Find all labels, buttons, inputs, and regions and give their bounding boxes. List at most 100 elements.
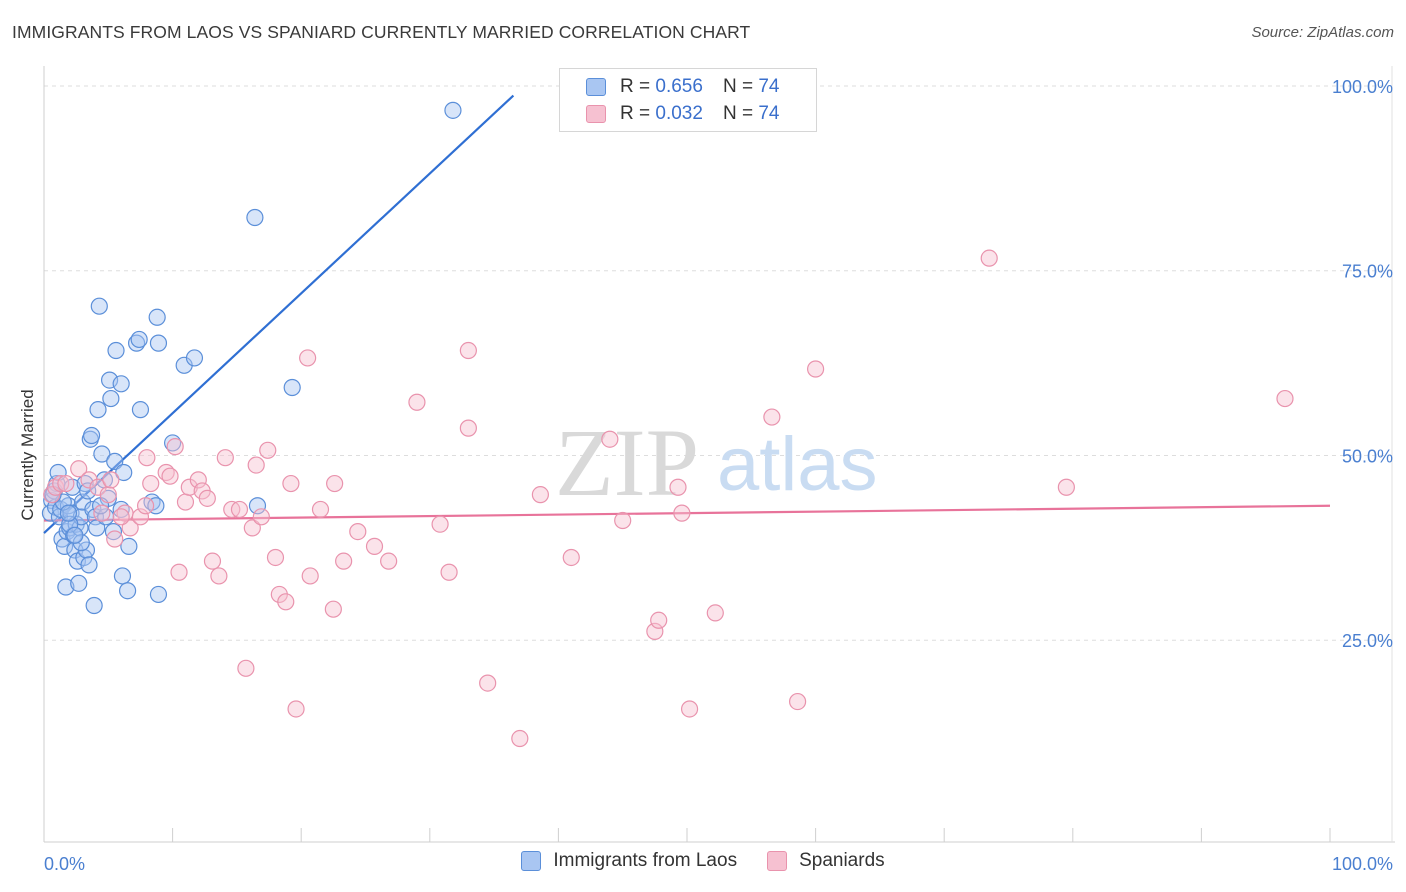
source-label: Source: ZipAtlas.com: [1251, 24, 1394, 41]
y-tick-label: 75.0%: [1342, 262, 1393, 282]
spaniards-point: [166, 438, 184, 456]
y-tick-label: 50.0%: [1342, 446, 1393, 466]
laos-legend-swatch: [521, 851, 542, 871]
laos-point: [130, 330, 148, 349]
series-legend: Immigrants from Laos Spaniards: [0, 850, 1406, 872]
grid-lines: [44, 85, 1392, 641]
spaniards-n-value: 74: [758, 103, 780, 124]
spaniards-point: [299, 349, 317, 367]
x-tick-label: 100.0%: [1332, 854, 1393, 874]
spaniards-point: [562, 548, 580, 567]
spaniards-point: [198, 489, 216, 507]
spaniards-legend-swatch: [767, 851, 788, 871]
spaniards-point: [479, 674, 497, 692]
laos-point: [82, 426, 101, 445]
laos-point: [102, 389, 120, 408]
spaniards-point: [680, 700, 699, 718]
laos-point: [283, 378, 301, 397]
spaniards-point: [788, 692, 807, 711]
laos-point: [246, 208, 264, 227]
spaniards-point: [247, 456, 265, 474]
spaniards-point: [706, 604, 724, 622]
spaniards-point: [282, 474, 300, 493]
laos-point: [80, 556, 98, 574]
watermark-atlas: atlas: [717, 422, 878, 507]
legend-item-laos[interactable]: Immigrants from Laos: [521, 850, 737, 872]
laos-point: [55, 537, 74, 555]
spaniards-n-label: N =: [722, 103, 754, 124]
y-axis-label: Currently Married: [18, 389, 37, 520]
spaniards-point: [230, 500, 249, 519]
spaniards-point: [93, 504, 111, 522]
spaniards-point: [380, 552, 398, 570]
spaniards-point: [806, 360, 825, 378]
laos-n-label: N =: [722, 76, 754, 97]
spaniards-point: [614, 511, 632, 530]
legend-row-laos: R = 0.656 N = 74: [586, 75, 779, 99]
legend-row-spaniards: R = 0.032 N = 74: [586, 102, 779, 126]
spaniards-point: [646, 622, 664, 640]
spaniards-swatch: [586, 105, 606, 123]
spaniards-point: [277, 593, 295, 611]
spaniards-point: [70, 460, 88, 478]
spaniards-point: [210, 567, 228, 585]
spaniards-point: [287, 700, 305, 718]
laos-point: [113, 567, 132, 585]
laos-r-value: 0.656: [655, 76, 703, 97]
spaniards-point: [52, 474, 70, 493]
laos-point: [106, 452, 124, 470]
legend-item-spaniards[interactable]: Spaniards: [767, 850, 885, 872]
y-tick-label: 25.0%: [1342, 631, 1393, 651]
laos-n-value: 74: [758, 76, 780, 97]
spaniards-point: [1276, 389, 1294, 408]
spaniards-point: [459, 419, 477, 437]
spaniards-point: [601, 430, 619, 448]
spaniards-point: [131, 508, 150, 526]
spaniards-point: [252, 508, 270, 526]
watermark: ZIP atlas: [555, 409, 878, 516]
laos-point: [112, 375, 130, 393]
spaniards-point: [301, 567, 319, 585]
spaniards-point: [170, 563, 188, 581]
spaniards-point: [669, 478, 687, 496]
spaniards-point: [324, 600, 342, 618]
spaniards-point: [121, 519, 139, 537]
spaniards-point: [106, 530, 124, 548]
spaniards-point: [531, 486, 549, 504]
laos-legend-label: Immigrants from Laos: [553, 850, 738, 871]
stats-legend: R = 0.656 N = 74 R = 0.032 N = 74: [559, 68, 817, 132]
laos-point: [70, 574, 88, 592]
spaniards-point: [440, 563, 458, 581]
spaniards-point: [142, 474, 160, 493]
laos-point: [444, 101, 462, 119]
spaniards-trend-line: [43, 504, 1331, 522]
spaniards-point: [138, 449, 156, 467]
spaniards-point: [112, 508, 130, 526]
laos-point: [131, 401, 150, 419]
laos-point: [149, 585, 168, 604]
laos-point: [107, 341, 125, 360]
laos-r-label: R =: [620, 76, 651, 97]
axes: [43, 66, 1395, 843]
laos-point: [248, 497, 267, 515]
spaniards-point: [243, 519, 261, 537]
laos-point: [118, 582, 137, 600]
laos-point: [120, 537, 138, 555]
spaniards-point: [161, 467, 179, 485]
spaniards-point: [259, 441, 277, 459]
spaniards-point: [763, 408, 781, 426]
spaniards-point: [57, 474, 75, 493]
spaniards-point: [189, 471, 207, 489]
tick-labels: 25.0% 50.0% 75.0% 100.0% 0.0% 100.0% Currently…: [18, 77, 1393, 874]
spaniards-point: [326, 474, 344, 493]
laos-point: [66, 526, 84, 544]
spaniards-legend-label: Spaniards: [799, 850, 885, 871]
laos-swatch: [586, 78, 606, 96]
spaniards-point: [511, 729, 529, 748]
spaniards-point: [203, 552, 222, 570]
spaniards-point: [459, 341, 477, 360]
data-points: [41, 101, 1294, 748]
spaniards-point: [1057, 478, 1075, 496]
laos-point: [89, 401, 107, 419]
